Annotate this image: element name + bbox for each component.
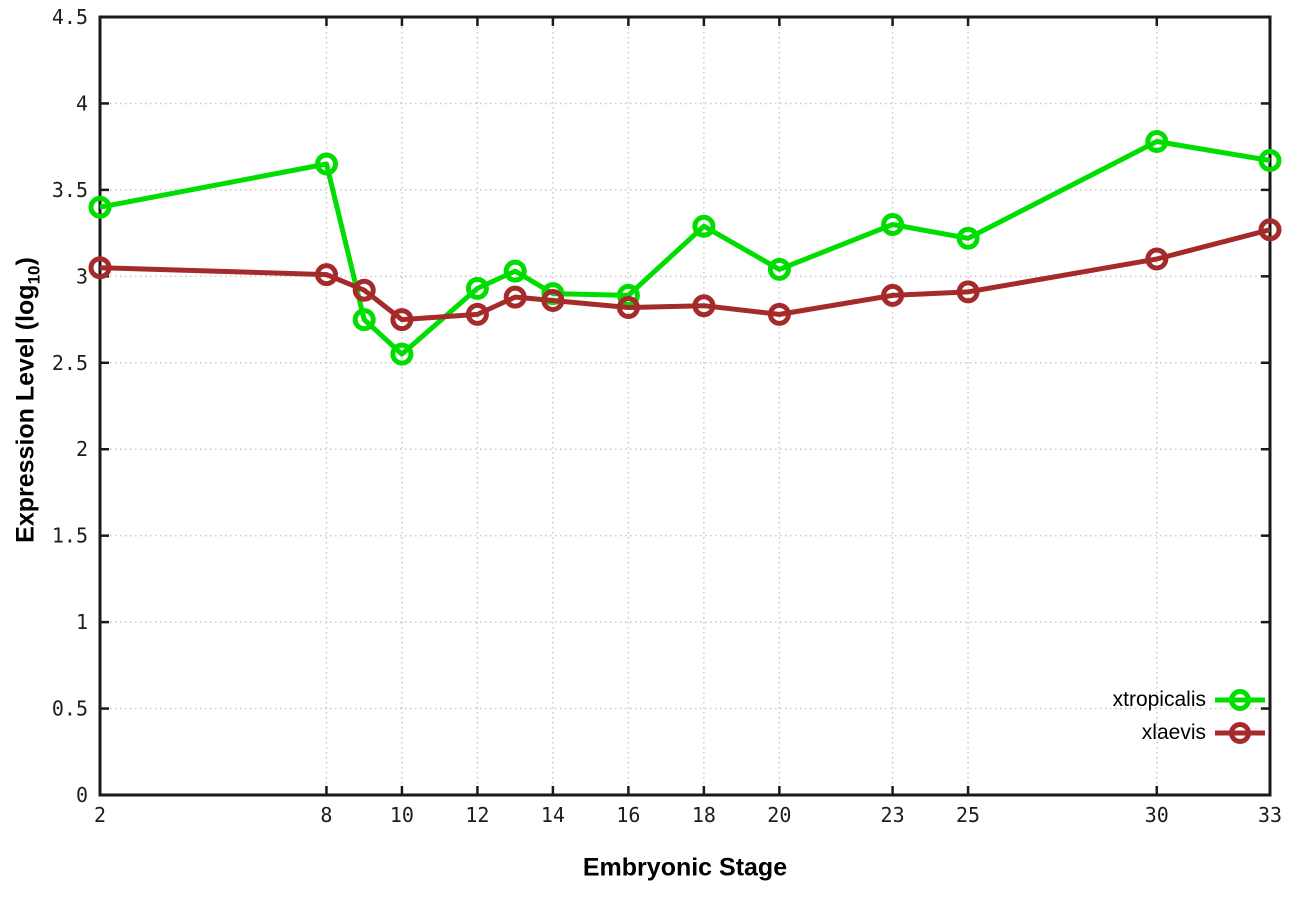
plot-border — [98, 15, 1272, 797]
data-point-marker — [881, 283, 905, 307]
data-point-marker — [352, 308, 376, 332]
series-xlaevis — [88, 218, 1282, 332]
y-tick-label: 3 — [76, 264, 88, 288]
data-point-marker — [88, 256, 112, 280]
data-point-marker — [390, 342, 414, 366]
data-point-marker — [956, 280, 980, 304]
legend: xtropicalis xlaevis — [1113, 687, 1266, 746]
x-axis-title: Embryonic Stage — [582, 853, 788, 882]
data-point-marker — [465, 302, 489, 326]
series-xtropicalis — [88, 130, 1282, 366]
data-point-marker — [541, 289, 565, 312]
data-point-marker — [503, 285, 527, 309]
y-tick-label: 3.5 — [52, 178, 88, 202]
x-tick-label: 30 — [1145, 803, 1169, 827]
y-tick-label: 4.5 — [52, 5, 88, 29]
data-point-marker — [465, 276, 489, 300]
data-point-marker — [1145, 247, 1169, 271]
y-tick-label: 1 — [76, 610, 88, 634]
line-point-marker-icon — [1215, 722, 1265, 744]
data-point-marker — [315, 263, 338, 287]
data-point-marker — [616, 296, 640, 319]
y-axis-title-subscript: 10 — [24, 265, 44, 285]
x-tick-label: 14 — [541, 803, 565, 827]
x-tick-label: 25 — [956, 803, 980, 827]
y-tick-label: 4 — [76, 91, 88, 115]
x-tick-label: 23 — [881, 803, 905, 827]
x-tick-label: 8 — [320, 803, 332, 827]
legend-item-xtropicalis: xtropicalis — [1113, 687, 1266, 713]
y-axis-title-text: Expression Level (log — [11, 284, 40, 543]
series-line — [99, 139, 1271, 357]
x-tick-label: 10 — [390, 803, 414, 827]
gridlines — [100, 17, 1270, 795]
data-point-marker — [767, 302, 791, 326]
y-tick-label: 2.5 — [52, 351, 88, 375]
x-tick-label: 33 — [1258, 803, 1282, 827]
data-point-marker — [315, 152, 338, 176]
x-tick-label: 18 — [692, 803, 716, 827]
data-point-marker — [616, 283, 640, 307]
data-point-marker — [88, 195, 112, 219]
y-tick-label: 1.5 — [52, 524, 88, 548]
data-point-marker — [390, 308, 414, 332]
y-tick-label: 0.5 — [52, 697, 88, 721]
legend-item-xlaevis: xlaevis — [1142, 720, 1266, 746]
data-point-marker — [1145, 130, 1169, 153]
data-point-marker — [503, 259, 527, 283]
data-point-marker — [956, 226, 980, 250]
x-tick-label: 12 — [465, 803, 489, 827]
legend-label: xlaevis — [1141, 721, 1206, 744]
data-point-marker — [352, 278, 376, 302]
x-tick-label: 2 — [94, 803, 106, 827]
y-axis-title: Expression Level (log10) — [12, 257, 45, 543]
x-tick-label: 20 — [767, 803, 791, 827]
data-point-marker — [767, 257, 791, 281]
tick-labels: 2 8 10 12 14 16 18 20 23 25 30 33 0 0.5 1 1.5 2 2.5 3 3.5 4 4… — [52, 5, 1282, 827]
y-axis-title-close: ) — [11, 257, 40, 266]
y-tick-label: 2 — [76, 437, 88, 461]
legend-label: xtropicalis — [1112, 688, 1206, 711]
data-point-marker — [1258, 149, 1282, 172]
data-point-marker — [881, 213, 905, 236]
data-point-marker — [692, 294, 716, 318]
line-point-marker-icon — [1215, 689, 1265, 711]
tick-marks — [98, 15, 1272, 797]
data-point-marker — [692, 214, 716, 238]
y-tick-label: 0 — [76, 783, 88, 807]
data-point-marker — [1258, 218, 1282, 242]
x-tick-label: 16 — [616, 803, 640, 827]
